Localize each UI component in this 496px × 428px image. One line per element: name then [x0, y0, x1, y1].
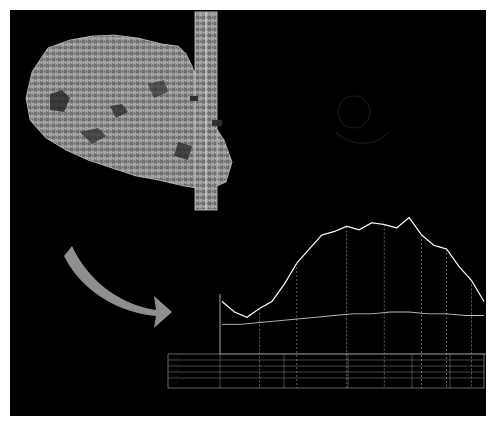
svg-text:....: ....: [172, 374, 179, 378]
vertical-transect-strip: [190, 11, 222, 211]
aerial-map-image: [25, 34, 233, 191]
profile-secondary-line: [222, 311, 484, 325]
curved-arrow-icon: [64, 246, 172, 328]
figure-canvas: .... .... .... .... ....: [10, 10, 486, 416]
svg-text:....: ....: [172, 356, 179, 360]
profile-dashed-markers: [259, 224, 472, 388]
elevation-profile: [219, 216, 486, 388]
profile-data-table: .... .... .... .... ....: [167, 353, 485, 389]
profile-top-line: [221, 216, 485, 318]
figure-svg: .... .... .... .... ....: [25, 11, 486, 389]
faint-background-shapes: [335, 95, 389, 144]
svg-text:....: ....: [172, 380, 179, 384]
svg-text:....: ....: [172, 368, 179, 372]
svg-text:....: ....: [172, 362, 179, 366]
